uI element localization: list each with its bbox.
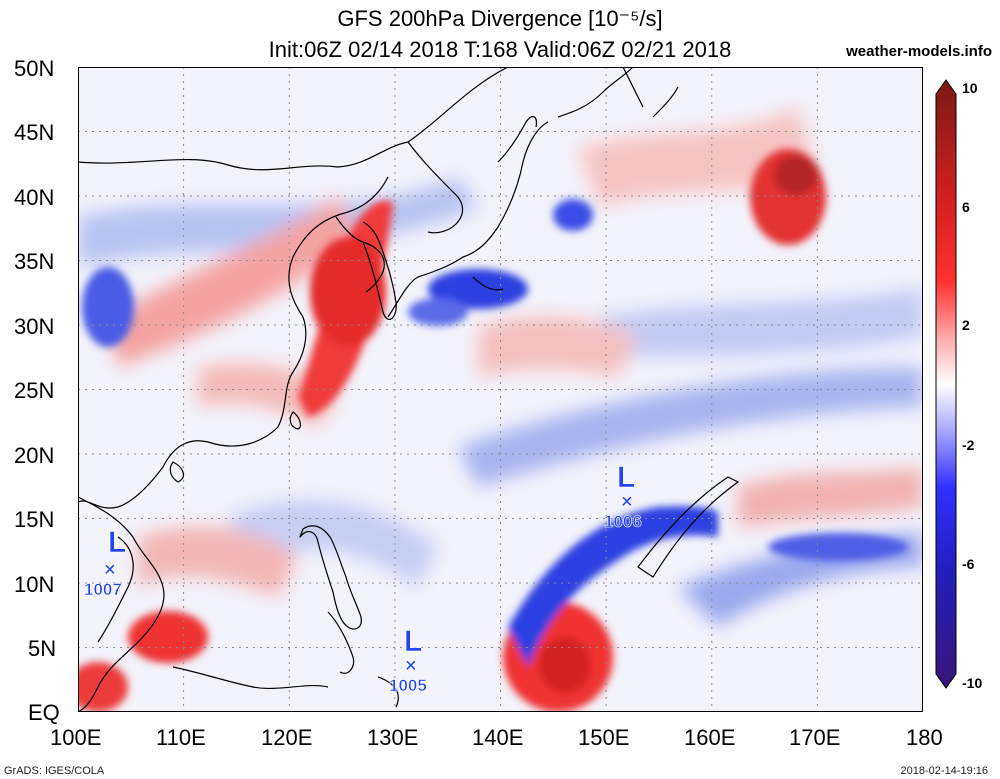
lon-label-180: 180 — [906, 725, 943, 750]
low-pressure-1005: L × 1005 — [389, 625, 427, 696]
colorbar-label-neg10: -10 — [962, 675, 983, 691]
lon-label-160e: 160E — [684, 725, 736, 750]
colorbar-label-10: 10 — [962, 80, 978, 96]
lat-label-5n: 5N — [28, 636, 57, 661]
low-symbol: L — [404, 625, 422, 658]
lon-label-150e: 150E — [578, 725, 630, 750]
low-x-marker: × — [405, 655, 417, 677]
colorbar-label-neg6: -6 — [962, 556, 975, 572]
lat-label-50n: 50N — [14, 56, 55, 81]
lat-label-20n: 20N — [14, 443, 55, 468]
lat-label-30n: 30N — [14, 314, 55, 339]
map-frame — [78, 67, 923, 712]
low-pressure-1006: L × 1006 — [604, 461, 642, 532]
lat-label-10n: 10N — [14, 572, 55, 597]
low-pressure-1007: L × 1007 — [84, 526, 127, 600]
colorbar — [935, 79, 957, 689]
lat-label-15n: 15N — [14, 507, 55, 532]
low-pressure-value: 1006 — [604, 512, 642, 531]
colorbar-label-neg2: -2 — [962, 437, 975, 453]
lat-lon-grid — [78, 67, 923, 712]
footer-grads-credit: GrADS: IGES/COLA — [4, 765, 105, 777]
lat-label-25n: 25N — [14, 378, 55, 403]
colorbar-label-2: 2 — [962, 317, 970, 333]
site-credit: weather-models.info — [846, 43, 992, 60]
map-subtitle: Init:06Z 02/14 2018 T:168 Valid:06Z 02/2… — [268, 37, 732, 62]
low-pressure-value: 1007 — [84, 580, 122, 599]
coastlines — [78, 67, 739, 712]
low-symbol: L — [108, 526, 126, 559]
low-x-marker: × — [104, 559, 116, 581]
lon-label-120e: 120E — [261, 725, 313, 750]
low-symbol: L — [617, 461, 635, 494]
lat-label-eq: EQ — [28, 700, 60, 725]
lat-label-45n: 45N — [14, 120, 55, 145]
map-title: GFS 200hPa Divergence [10⁻⁵/s] — [337, 6, 663, 31]
lon-label-170e: 170E — [789, 725, 841, 750]
lat-label-35n: 35N — [14, 249, 55, 274]
lon-label-140e: 140E — [472, 725, 524, 750]
strong-anomalies — [78, 149, 908, 712]
lon-label-100e: 100E — [50, 725, 102, 750]
lon-label-130e: 130E — [367, 725, 419, 750]
low-x-marker: × — [621, 491, 633, 513]
divergence-map: L × 1007 L × 1005 L × 1006 — [78, 67, 923, 712]
lat-label-40n: 40N — [14, 185, 55, 210]
footer-timestamp: 2018-02-14-19:16 — [900, 765, 988, 777]
low-pressure-value: 1005 — [389, 676, 427, 695]
lon-label-110e: 110E — [156, 725, 206, 750]
colorbar-label-6: 6 — [962, 199, 970, 215]
